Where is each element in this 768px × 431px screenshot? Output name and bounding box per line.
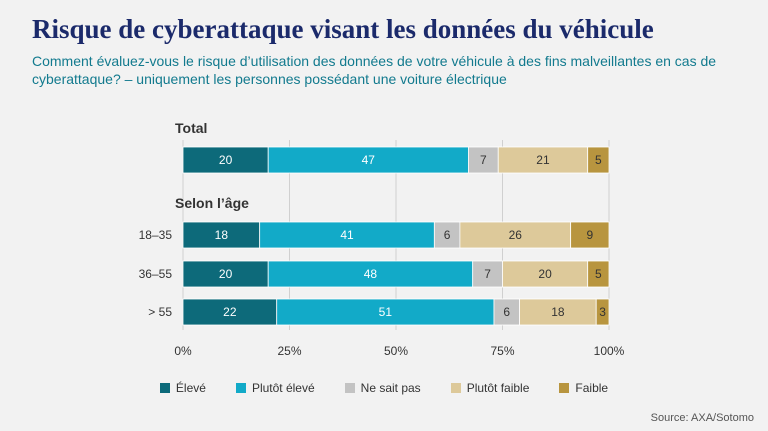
data-label: 5: [595, 267, 602, 281]
x-tick-label: 50%: [384, 344, 408, 358]
chart-title: Risque de cyberattaque visant les donnée…: [32, 14, 654, 44]
legend-item: Plutôt élevé: [235, 381, 315, 395]
x-tick-label: 100%: [594, 344, 625, 358]
legend-label: Ne sait pas: [360, 381, 421, 395]
data-label: 6: [503, 305, 510, 319]
bar-segment: [182, 146, 269, 174]
bar-segment: [587, 146, 610, 174]
legend-item: Élevé: [159, 381, 206, 395]
x-tick-label: 25%: [277, 344, 301, 358]
data-label: 21: [536, 153, 550, 167]
data-label: 7: [480, 153, 487, 167]
data-label: 51: [379, 305, 393, 319]
legend-label: Plutôt faible: [466, 381, 530, 395]
data-label: 48: [364, 267, 378, 281]
group-label: Total: [175, 120, 207, 136]
legend-item: Ne sait pas: [344, 381, 421, 395]
chart-legend: Élevé Plutôt élevé Ne sait pas Plutôt faibl…: [0, 381, 768, 395]
data-label: 18: [551, 305, 565, 319]
legend-swatch: [450, 383, 461, 393]
bar-segment: [267, 260, 474, 288]
legend-swatch: [344, 383, 355, 393]
bar-segment: [570, 221, 610, 249]
legend-label: Faible: [575, 381, 609, 395]
bar-segment: [493, 298, 520, 326]
bar-segment: [468, 146, 499, 174]
legend-swatch: [159, 383, 170, 393]
data-label: 20: [538, 267, 552, 281]
data-label: 9: [586, 228, 593, 242]
legend-label: Plutôt élevé: [251, 381, 315, 395]
bar-segment: [502, 260, 589, 288]
bar-segment: [595, 298, 610, 326]
bar-segment: [182, 298, 278, 326]
data-label: 47: [362, 153, 376, 167]
data-label: 22: [223, 305, 237, 319]
source-note: Source: AXA/Sotomo: [650, 412, 754, 424]
group-label: Selon l’âge: [175, 195, 249, 211]
x-tick-label: 75%: [490, 344, 514, 358]
bar-segment: [587, 260, 610, 288]
bar-segment: [267, 146, 469, 174]
data-label: 7: [484, 267, 491, 281]
data-label: 41: [340, 228, 354, 242]
legend-label: Élevé: [175, 381, 206, 395]
bar-segment: [276, 298, 495, 326]
bar-segment: [497, 146, 589, 174]
bar-segment: [182, 260, 269, 288]
bar-segment: [459, 221, 572, 249]
data-label: 5: [595, 153, 602, 167]
x-tick-label: 0%: [174, 344, 192, 358]
bar-segment: [519, 298, 597, 326]
bar-segment: [182, 221, 261, 249]
legend-swatch: [235, 383, 246, 393]
data-label: 3: [599, 305, 606, 319]
category-label: > 55: [148, 305, 172, 319]
data-label: 20: [219, 153, 233, 167]
data-label: 18: [215, 228, 229, 242]
chart-subtitle: Comment évaluez-vous le risque d’utilisa…: [32, 53, 717, 87]
data-label: 20: [219, 267, 233, 281]
legend-item: Faible: [559, 381, 608, 395]
data-label: 26: [509, 228, 523, 242]
category-label: 36–55: [139, 267, 173, 281]
bar-segment: [472, 260, 503, 288]
bar-segment: [433, 221, 461, 249]
category-label: 18–35: [139, 228, 173, 242]
legend-swatch: [559, 383, 570, 393]
legend-item: Plutôt faible: [450, 381, 530, 395]
data-label: 6: [444, 228, 451, 242]
bar-segment: [259, 221, 435, 249]
